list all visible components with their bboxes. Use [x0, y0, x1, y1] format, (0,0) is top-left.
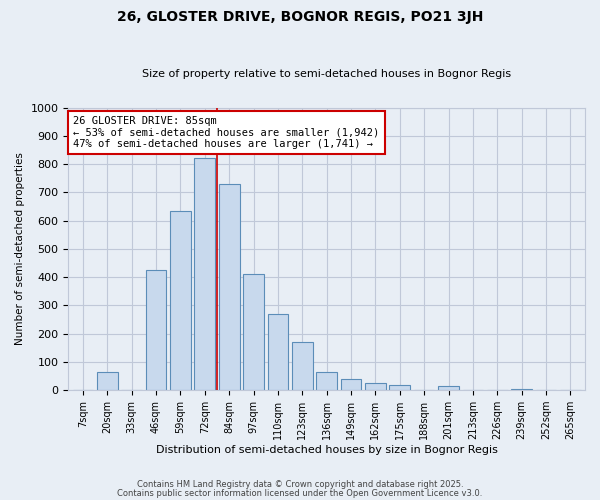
Bar	[243, 274, 264, 390]
Title: Size of property relative to semi-detached houses in Bognor Regis: Size of property relative to semi-detach…	[142, 69, 511, 79]
Text: Contains HM Land Registry data © Crown copyright and database right 2025.: Contains HM Land Registry data © Crown c…	[137, 480, 463, 489]
Bar	[146, 270, 166, 390]
Bar	[292, 342, 313, 390]
Bar	[341, 379, 361, 390]
Bar	[97, 372, 118, 390]
Bar	[170, 210, 191, 390]
Text: Contains public sector information licensed under the Open Government Licence v3: Contains public sector information licen…	[118, 489, 482, 498]
Y-axis label: Number of semi-detached properties: Number of semi-detached properties	[15, 152, 25, 346]
Bar	[268, 314, 288, 390]
Bar	[194, 158, 215, 390]
Bar	[389, 384, 410, 390]
Bar	[365, 383, 386, 390]
Bar	[219, 184, 239, 390]
Bar	[511, 389, 532, 390]
Bar	[438, 386, 459, 390]
Text: 26 GLOSTER DRIVE: 85sqm
← 53% of semi-detached houses are smaller (1,942)
47% of: 26 GLOSTER DRIVE: 85sqm ← 53% of semi-de…	[73, 116, 380, 149]
X-axis label: Distribution of semi-detached houses by size in Bognor Regis: Distribution of semi-detached houses by …	[156, 445, 497, 455]
Bar	[316, 372, 337, 390]
Text: 26, GLOSTER DRIVE, BOGNOR REGIS, PO21 3JH: 26, GLOSTER DRIVE, BOGNOR REGIS, PO21 3J…	[117, 10, 483, 24]
